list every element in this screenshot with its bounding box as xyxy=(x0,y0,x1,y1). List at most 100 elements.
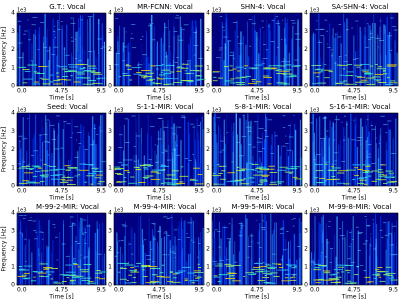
spectrogram-texture xyxy=(188,160,192,162)
spectrogram-texture xyxy=(221,170,226,172)
spectrogram-texture xyxy=(114,166,121,168)
spectrogram-texture xyxy=(53,127,55,186)
spectrogram-texture xyxy=(53,281,59,283)
spectrogram-texture xyxy=(232,58,235,60)
spectrogram-texture xyxy=(262,229,266,230)
spectrogram-texture xyxy=(93,140,95,186)
spectrogram-texture xyxy=(78,146,80,186)
y-tick-label: 4 xyxy=(108,210,112,217)
spectrogram-texture xyxy=(163,73,172,74)
spectrogram-texture xyxy=(121,224,126,226)
spectrogram-texture xyxy=(283,58,285,86)
spectrogram-texture xyxy=(272,229,274,285)
spectrogram-texture xyxy=(175,125,177,186)
spectrogram-texture xyxy=(229,238,231,285)
spectrogram-texture xyxy=(258,53,260,86)
spectrogram-texture xyxy=(141,244,143,285)
spectrogram-texture xyxy=(346,71,354,73)
spectrogram-texture xyxy=(354,58,359,60)
spectrogram-texture xyxy=(347,258,352,260)
spectrogram-texture xyxy=(293,218,296,219)
spectrogram-texture xyxy=(150,280,159,282)
spectrogram-texture xyxy=(331,126,333,186)
spectrogram-texture xyxy=(148,158,153,160)
spectrogram-texture xyxy=(143,168,149,170)
spectrogram-texture xyxy=(271,68,276,70)
spectrogram-texture xyxy=(337,266,345,268)
spectrogram-texture xyxy=(145,72,154,74)
spectrogram-texture xyxy=(97,38,102,40)
y-tick-label: 3 xyxy=(206,228,210,235)
spectrogram-texture xyxy=(239,170,246,172)
spectrogram-texture xyxy=(38,253,40,285)
spectrogram-texture xyxy=(379,135,381,186)
spectrogram-texture xyxy=(361,69,370,71)
spectrogram-texture xyxy=(141,36,144,37)
spectrogram-texture xyxy=(234,179,244,181)
spectrogram-texture xyxy=(316,68,324,70)
spectrogram-texture xyxy=(98,77,106,79)
x-tick-label: 4.75 xyxy=(152,287,166,294)
x-tick-label: 4.75 xyxy=(55,287,69,294)
spectrogram-texture xyxy=(160,238,162,285)
spectrogram-texture xyxy=(225,13,227,86)
spectrogram-texture xyxy=(238,251,240,285)
spectrogram-texture xyxy=(350,113,352,186)
spectrogram-texture xyxy=(40,252,43,285)
spectrogram-texture xyxy=(375,245,376,285)
spectrogram-texture xyxy=(337,172,345,174)
x-tick-label: 4.75 xyxy=(55,88,69,95)
spectrogram-texture xyxy=(144,252,146,285)
spectrogram-texture xyxy=(383,222,387,224)
spectrogram-texture xyxy=(261,20,264,22)
spectrogram-texture xyxy=(240,221,242,285)
spectrogram-texture xyxy=(160,276,170,278)
x-tick-label: 9.5 xyxy=(194,88,204,95)
spectrogram-texture xyxy=(98,126,100,186)
spectrogram-texture xyxy=(163,32,164,86)
spectrogram-texture xyxy=(256,171,264,173)
spectrogram-texture xyxy=(23,78,33,80)
spectrogram-texture xyxy=(293,123,296,186)
spectrogram-texture xyxy=(66,123,71,125)
spectrogram-texture xyxy=(367,24,369,87)
spectrogram-texture xyxy=(330,248,334,249)
spectrogram-texture xyxy=(335,34,337,36)
spectrogram-texture xyxy=(150,178,161,180)
spectrogram-texture xyxy=(135,169,140,171)
spectrogram-texture xyxy=(139,163,141,186)
spectrogram-texture xyxy=(182,229,184,285)
spectrogram-texture xyxy=(389,49,393,51)
spectrogram-texture xyxy=(63,220,64,285)
spectrogram-texture xyxy=(229,275,234,277)
spectrogram-texture xyxy=(188,44,190,86)
spectrogram-texture xyxy=(262,262,265,263)
spectrogram-texture xyxy=(70,159,72,186)
spectrogram-texture xyxy=(232,22,238,23)
spectrogram-texture xyxy=(22,159,24,186)
spectrogram-texture xyxy=(324,163,328,165)
spectrogram-texture xyxy=(35,231,38,233)
spectrogram-texture xyxy=(310,252,313,285)
spectrogram-texture xyxy=(254,64,263,66)
spectrogram-texture xyxy=(280,83,290,85)
spectrogram-texture xyxy=(37,236,39,285)
spectrogram-texture xyxy=(320,70,324,72)
spectrogram-texture xyxy=(166,159,172,161)
spectrogram-texture xyxy=(372,274,381,276)
spectrogram-texture xyxy=(188,253,190,285)
spectrogram-texture xyxy=(65,54,70,56)
spectrogram-texture xyxy=(23,33,26,35)
spectrogram-texture xyxy=(32,175,38,177)
spectrogram-texture xyxy=(70,23,76,24)
spectrogram-texture xyxy=(186,73,191,75)
spectrogram-texture xyxy=(17,163,22,165)
spectrogram-texture xyxy=(70,137,72,138)
spectrogram-texture xyxy=(354,274,359,275)
spectrogram-texture xyxy=(248,236,250,285)
y-tick-label: 2 xyxy=(304,246,308,253)
y-tick-label: 0 xyxy=(304,282,308,289)
spectrogram-texture xyxy=(163,83,169,85)
spectrogram-texture xyxy=(131,24,136,25)
spectrogram-texture xyxy=(32,271,38,272)
